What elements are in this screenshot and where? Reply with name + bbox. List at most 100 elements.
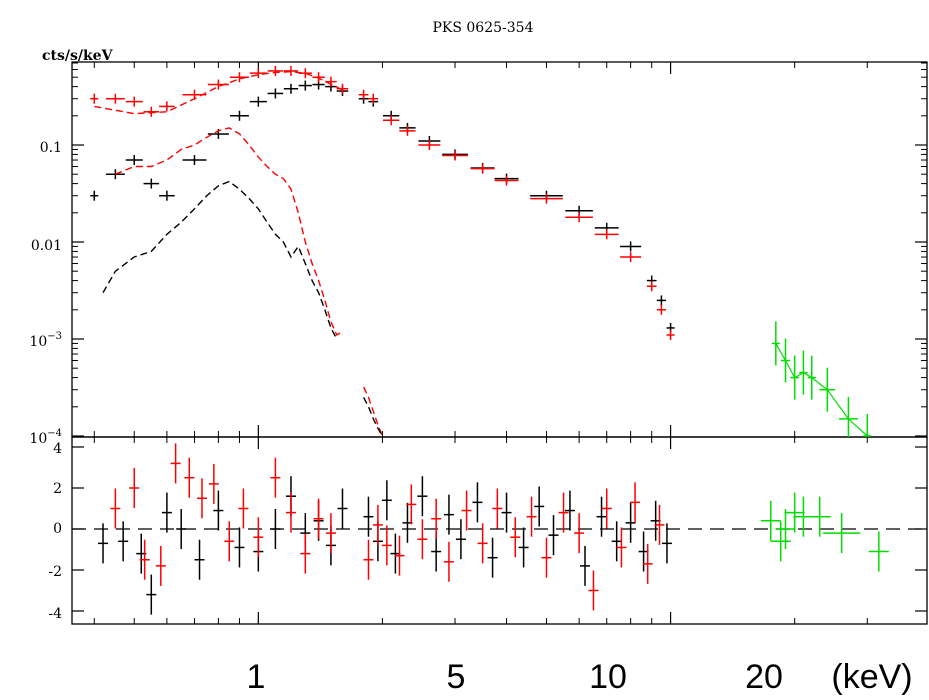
data-point	[336, 83, 349, 94]
data-point	[442, 150, 468, 161]
model-curve	[94, 70, 343, 115]
model-curve	[115, 127, 343, 337]
residual-point	[270, 509, 281, 549]
residual-point	[548, 515, 559, 556]
residual-point	[161, 492, 172, 533]
data-point	[143, 178, 160, 189]
residual-point	[155, 545, 166, 586]
data-point	[358, 89, 369, 100]
data-point	[646, 281, 657, 292]
residual-point	[588, 570, 599, 611]
data-point	[267, 88, 284, 99]
model-curve	[362, 397, 384, 437]
y-tick-0.01: 0.01	[31, 238, 62, 254]
residual-point	[129, 468, 140, 508]
residual-point	[394, 535, 405, 576]
residual-point	[518, 527, 529, 568]
model-curve	[102, 180, 338, 340]
residual-point	[487, 537, 498, 578]
residual-point	[601, 488, 612, 529]
residual-point	[238, 488, 249, 529]
y-tick-0.1: 0.1	[40, 140, 62, 156]
residual-tick-minus4: -4	[48, 606, 62, 622]
data-point	[125, 155, 143, 166]
data-point	[125, 96, 143, 107]
residual-point	[564, 490, 575, 531]
model-curve	[362, 386, 384, 437]
residual-point	[363, 539, 374, 580]
data-point	[418, 140, 441, 150]
residual-point	[337, 488, 348, 529]
residual-point	[381, 480, 392, 521]
residual-point	[775, 509, 796, 549]
data-point	[267, 65, 284, 76]
data-point	[105, 93, 125, 104]
residual-point	[472, 482, 483, 523]
residual-point	[234, 527, 245, 568]
axis-ticks	[72, 62, 927, 624]
residual-point	[208, 463, 219, 504]
residual-point	[770, 521, 791, 562]
data-point	[90, 93, 99, 104]
spectrum-panel-frame	[71, 61, 928, 438]
data-point	[368, 93, 379, 104]
residual-point	[372, 504, 383, 545]
residual-point	[611, 521, 622, 562]
residual-point	[477, 523, 488, 564]
residual-point	[184, 457, 195, 498]
residual-point	[313, 498, 324, 539]
residual-point	[630, 482, 641, 523]
residual-point	[170, 443, 181, 484]
residual-point	[558, 492, 569, 533]
data-point	[383, 115, 400, 126]
data-point	[666, 329, 675, 340]
residual-point	[461, 490, 472, 531]
residual-point	[381, 525, 392, 566]
y-tick-1e-3: 10−3	[29, 331, 62, 350]
residual-point	[363, 496, 374, 537]
data-point	[283, 65, 299, 76]
data-point	[249, 68, 267, 79]
x-tick-1: 1	[247, 658, 266, 696]
residual-point	[417, 519, 428, 560]
residual-point	[118, 521, 129, 562]
data-point	[494, 175, 519, 186]
x-tick-20: 20	[745, 658, 783, 696]
residual-point	[784, 492, 805, 533]
residual-point	[616, 527, 627, 568]
residual-point	[443, 494, 454, 535]
x-tick-5: 5	[447, 658, 466, 696]
residual-point	[300, 533, 311, 574]
residual-point	[638, 531, 649, 572]
data-point	[312, 72, 325, 83]
residual-point	[406, 484, 417, 525]
residual-point	[534, 486, 545, 527]
residual-point	[213, 490, 224, 531]
data-point	[90, 190, 99, 201]
residual-point	[510, 517, 521, 558]
residual-point	[526, 496, 537, 537]
residual-point	[139, 539, 150, 580]
data-point	[283, 83, 299, 94]
residual-point	[431, 498, 442, 539]
residual-point	[642, 543, 653, 584]
data-point	[565, 212, 593, 223]
residual-tick-minus2: -2	[48, 564, 62, 580]
residual-point	[492, 488, 503, 529]
data-point	[143, 106, 160, 117]
data-point	[656, 295, 666, 306]
residual-point	[596, 496, 607, 537]
residual-point	[625, 502, 636, 543]
data-point	[594, 229, 619, 240]
residual-point	[285, 492, 296, 533]
data-point	[298, 80, 312, 91]
data-point	[530, 193, 563, 204]
series-step	[775, 343, 868, 437]
residual-point	[808, 496, 831, 537]
residual-point	[146, 574, 157, 615]
data-point	[105, 169, 125, 180]
residual-point	[541, 537, 552, 578]
residual-point	[579, 545, 590, 586]
residual-panel-frame	[71, 436, 928, 625]
residual-point	[574, 513, 585, 554]
